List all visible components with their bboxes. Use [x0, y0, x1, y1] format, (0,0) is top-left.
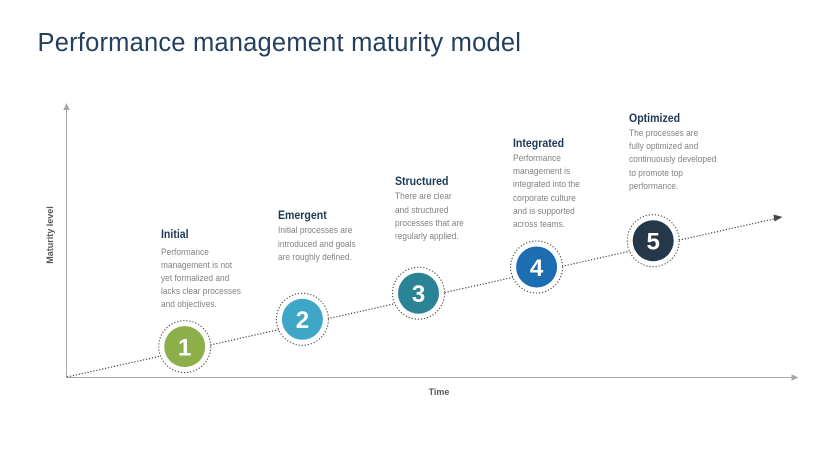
svg-text:4: 4	[530, 255, 544, 282]
svg-text:1: 1	[178, 334, 191, 361]
svg-text:5: 5	[647, 229, 660, 256]
svg-text:3: 3	[412, 281, 425, 308]
svg-text:2: 2	[296, 307, 309, 334]
